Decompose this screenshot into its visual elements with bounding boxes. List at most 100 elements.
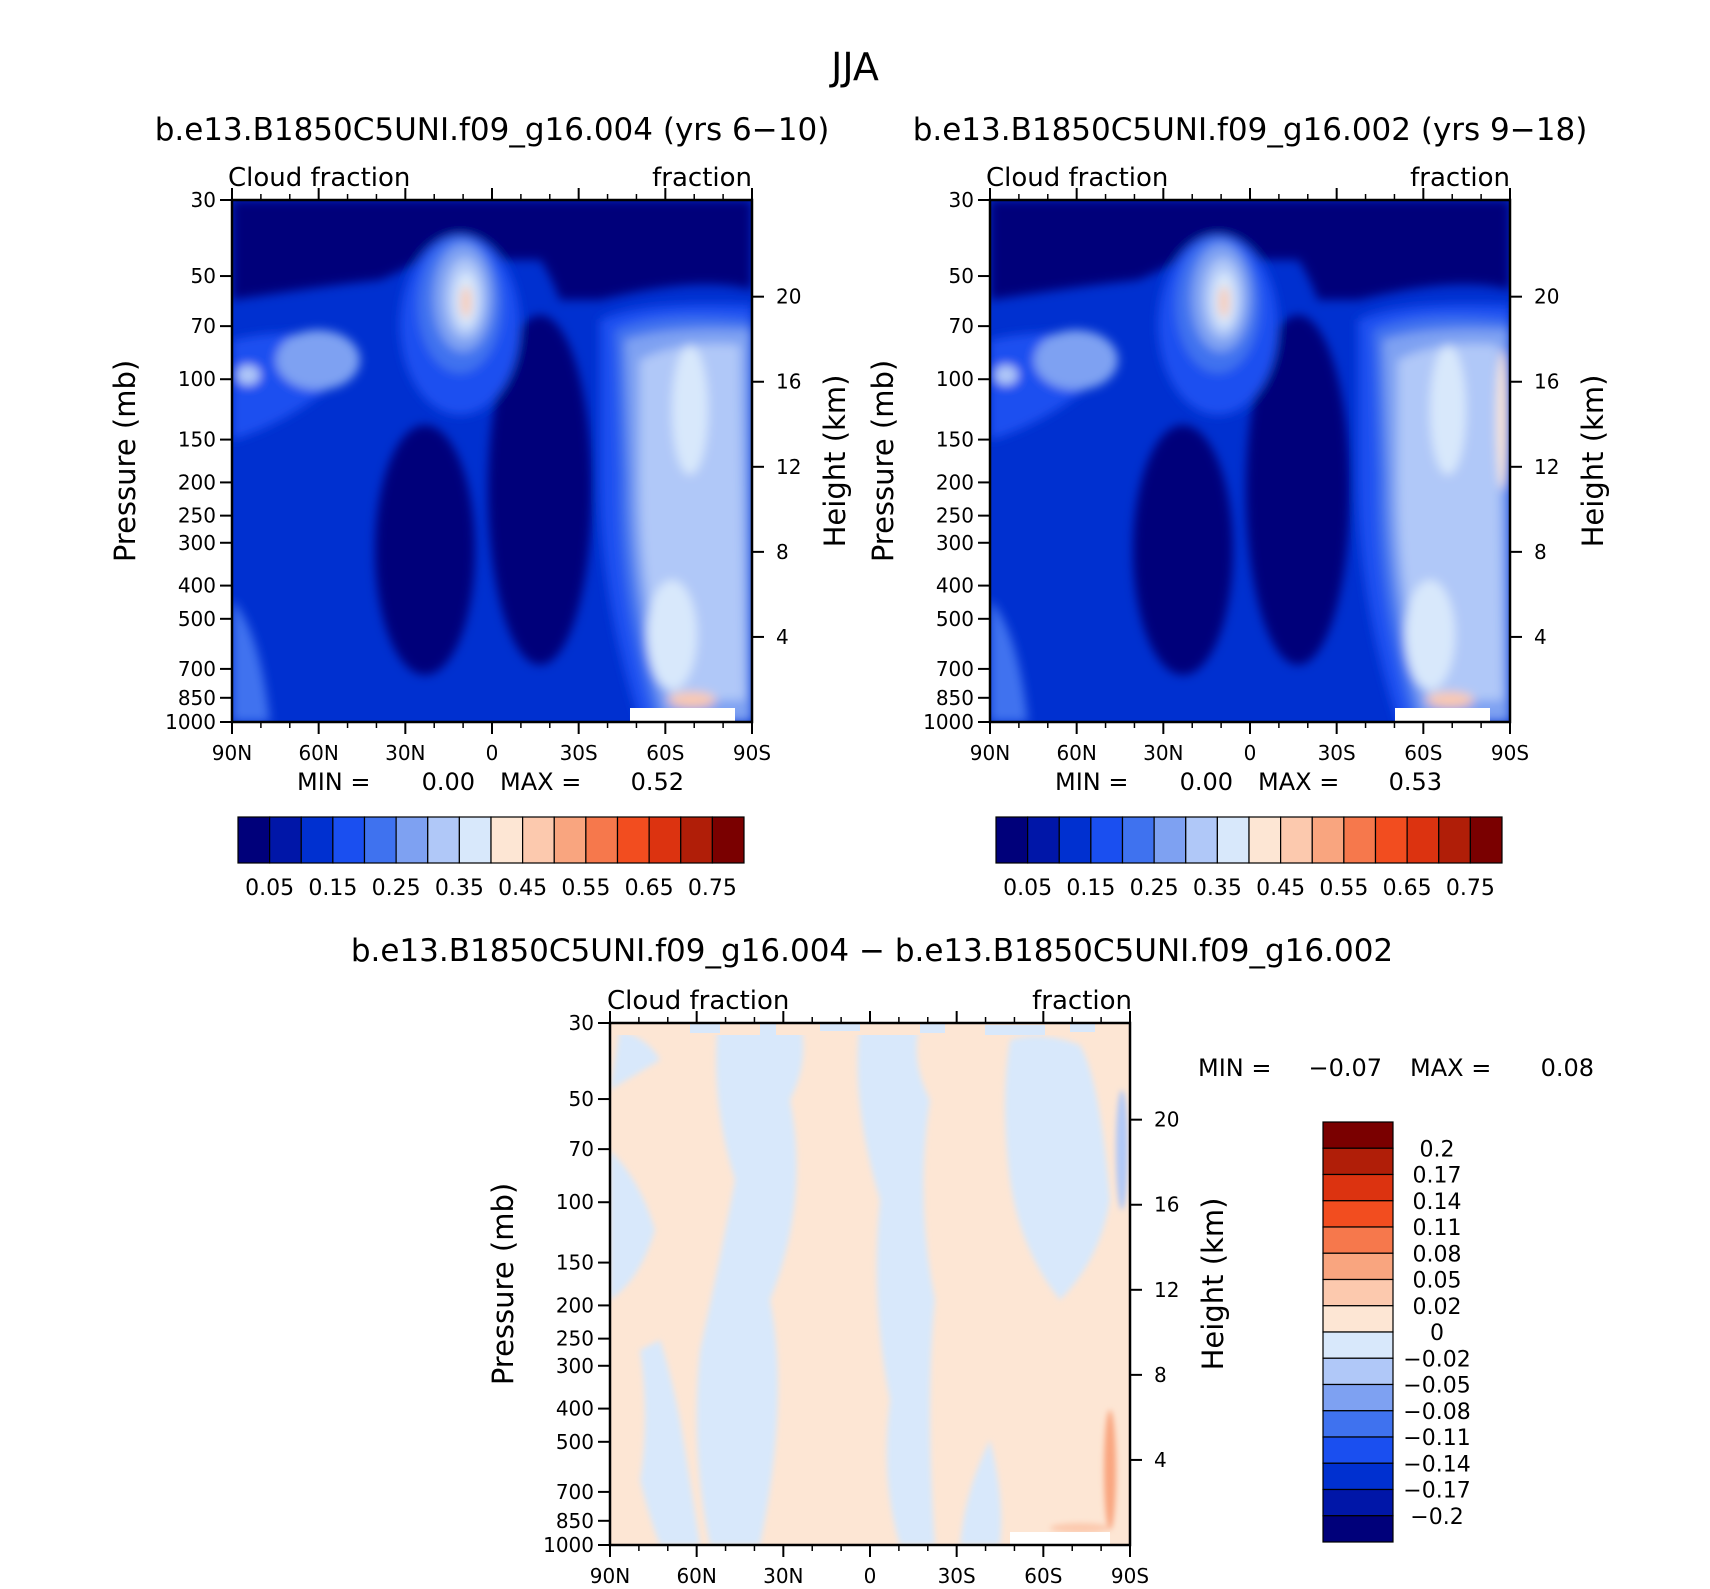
colorbar-swatch	[1406, 816, 1440, 864]
y-tick-label: 500	[178, 607, 216, 631]
x-tick-label: 30S	[1318, 741, 1356, 765]
panel-1-right-label: fraction	[652, 163, 752, 193]
colorbar-label: 0.25	[1130, 876, 1179, 901]
panel-1-ylabel: Pressure (mb)	[108, 360, 142, 562]
colorbar-label: 0.05	[1413, 1269, 1462, 1294]
panel-1-contour-field	[232, 200, 752, 722]
panel-1-min-value: 0.00	[422, 768, 475, 796]
panel-2-right-label: fraction	[1410, 163, 1510, 193]
y-tick-label: 300	[178, 531, 216, 555]
y-tick-label: 150	[936, 428, 974, 452]
colorbar-swatch	[1090, 816, 1124, 864]
y-tick-label: 1000	[923, 710, 974, 734]
panel-2-min-label: MIN =	[1055, 768, 1128, 796]
x-tick-label: 60N	[676, 1564, 716, 1588]
colorbar-swatch	[648, 816, 682, 864]
colorbar-label: −0.17	[1403, 1479, 1470, 1504]
colorbar-swatch	[711, 816, 745, 864]
y-tick-label: 400	[556, 1397, 594, 1421]
colorbar-swatch	[1322, 1436, 1394, 1464]
y-tick-label: 50	[569, 1087, 594, 1111]
y2-tick-label: 16	[1534, 370, 1559, 394]
y2-tick-label: 12	[1154, 1278, 1179, 1302]
y-tick-label: 400	[936, 574, 974, 598]
panel-2: b.e13.B1850C5UNI.f09_g16.002 (yrs 9−18) …	[866, 112, 1610, 901]
colorbar-label: 0.65	[625, 876, 674, 901]
y-tick-label: 300	[936, 531, 974, 555]
x-tick-label: 30S	[938, 1564, 976, 1588]
panel-1-midlat-cloud-band	[672, 345, 708, 475]
panel-3-colorbar: 0.20.170.140.110.080.050.020−0.02−0.05−0…	[1322, 1121, 1471, 1543]
y2-tick-label: 12	[776, 455, 801, 479]
colorbar-swatch	[237, 816, 271, 864]
colorbar-swatch	[1153, 816, 1187, 864]
colorbar-swatch	[1121, 816, 1155, 864]
panel-3-contour-field	[610, 1023, 1130, 1545]
y-tick-label: 1000	[165, 710, 216, 734]
panel-2-midlat-cloud-band	[1430, 345, 1466, 475]
colorbar-swatch	[427, 816, 460, 864]
panel-3-min-value: −0.07	[1308, 1054, 1382, 1082]
colorbar-swatch	[1374, 816, 1408, 864]
x-tick-label: 90S	[1491, 741, 1529, 765]
colorbar-label: 0.02	[1413, 1295, 1462, 1320]
x-tick-label: 90S	[733, 741, 771, 765]
panel-2-y2label: Height (km)	[1576, 375, 1610, 548]
colorbar-swatch	[1322, 1121, 1394, 1149]
y-tick-label: 200	[936, 470, 974, 494]
colorbar-label: 0.15	[308, 876, 357, 901]
colorbar-label: −0.05	[1403, 1374, 1470, 1399]
panel-1-min-label: MIN =	[297, 768, 370, 796]
panel-1-max-value: 0.52	[631, 768, 684, 796]
x-tick-label: 60S	[1404, 741, 1442, 765]
panel-2-max-label: MAX =	[1258, 768, 1339, 796]
y-tick-label: 100	[936, 367, 974, 391]
y2-tick-label: 16	[1154, 1193, 1179, 1217]
colorbar-label: 0	[1430, 1321, 1444, 1346]
y-tick-label: 70	[191, 314, 216, 338]
panel-2-contour-field	[990, 200, 1510, 722]
colorbar-swatch	[1058, 816, 1092, 864]
y2-tick-label: 8	[776, 540, 789, 564]
colorbar-label: 0.55	[1319, 876, 1368, 901]
colorbar-swatch	[1343, 816, 1377, 864]
y-tick-label: 850	[178, 686, 216, 710]
colorbar-swatch	[1280, 816, 1313, 864]
y-tick-label: 500	[936, 607, 974, 631]
colorbar-swatch	[363, 816, 397, 864]
y2-tick-label: 4	[1154, 1448, 1167, 1472]
colorbar-swatch	[1322, 1383, 1394, 1412]
panel-3-min-label: MIN =	[1198, 1054, 1271, 1082]
y-tick-label: 250	[936, 504, 974, 528]
colorbar-swatch	[1322, 1462, 1394, 1491]
y-tick-label: 300	[556, 1354, 594, 1378]
colorbar-swatch	[1469, 816, 1503, 864]
panel-1-dry-core-north	[375, 425, 475, 675]
y-tick-label: 30	[191, 188, 216, 212]
y2-tick-label: 4	[1534, 625, 1547, 649]
colorbar-swatch	[458, 816, 492, 864]
panel-2-min-value: 0.00	[1180, 768, 1233, 796]
y-tick-label: 70	[569, 1137, 594, 1161]
y2-tick-label: 16	[776, 370, 801, 394]
colorbar-label: 0.45	[498, 876, 547, 901]
panel-2-max-value: 0.53	[1389, 768, 1442, 796]
colorbar-label: 0.75	[1446, 876, 1495, 901]
y-tick-label: 250	[178, 504, 216, 528]
colorbar-label: 0.35	[1193, 876, 1242, 901]
colorbar-swatch	[1322, 1278, 1394, 1307]
colorbar-swatch	[1311, 816, 1345, 864]
colorbar-swatch	[1322, 1331, 1394, 1359]
y-tick-label: 250	[556, 1327, 594, 1351]
figure-title: JJA	[829, 45, 879, 89]
x-tick-label: 60S	[646, 741, 684, 765]
y-tick-label: 500	[556, 1430, 594, 1454]
colorbar-swatch	[1185, 816, 1218, 864]
y-tick-label: 700	[556, 1480, 594, 1504]
y-tick-label: 700	[178, 657, 216, 681]
colorbar-label: 0.65	[1383, 876, 1432, 901]
x-tick-label: 90N	[212, 741, 252, 765]
panel-1-max-label: MAX =	[500, 768, 581, 796]
colorbar-swatch	[1248, 816, 1282, 864]
